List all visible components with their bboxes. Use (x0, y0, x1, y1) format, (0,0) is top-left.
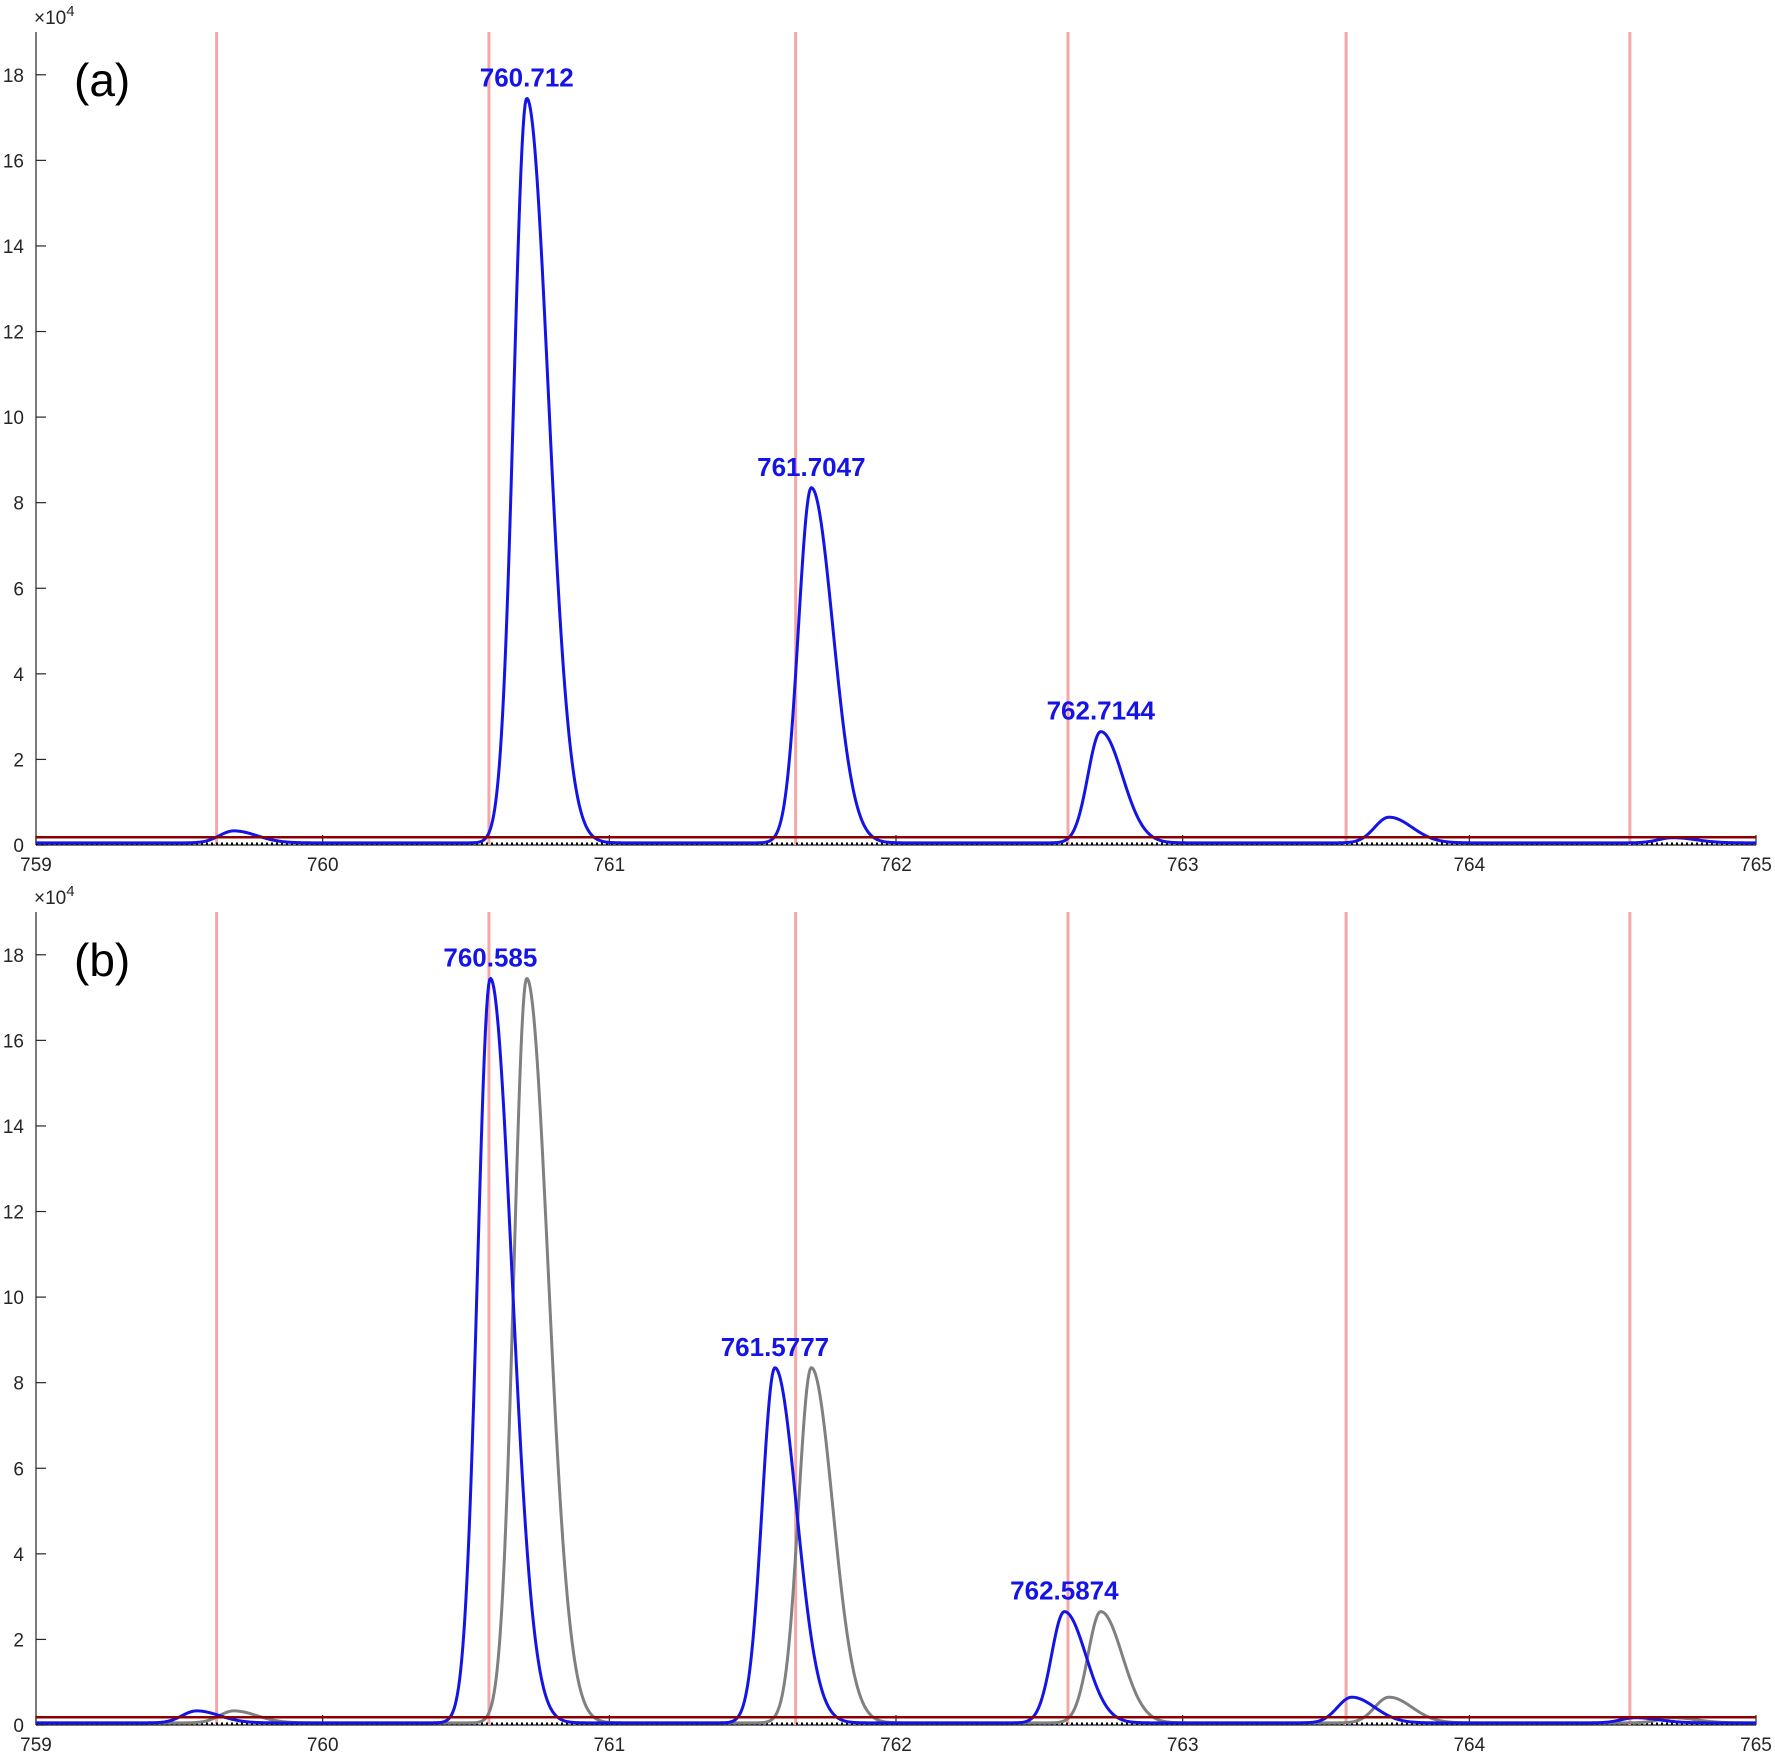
y-exponent-label: ×104 (34, 883, 75, 909)
y-tick-label: 12 (3, 1203, 24, 1224)
x-tick-label: 759 (20, 1735, 52, 1756)
x-tick-label: 765 (1740, 1735, 1772, 1756)
y-tick-label: 18 (3, 946, 24, 967)
y-tick-label: 14 (3, 237, 25, 258)
series-line-0 (36, 97, 1756, 845)
x-tick-label: 761 (593, 1735, 625, 1756)
series-line-1 (36, 976, 1756, 1725)
x-tick-label: 764 (1453, 855, 1485, 876)
y-tick-label: 14 (3, 1117, 25, 1138)
y-tick-label: 8 (13, 1374, 24, 1395)
y-tick-label: 6 (13, 1459, 24, 1480)
chart-panel-b: 759 760 761 762 763 764 765 0 2 4 6 8 10 12 14 16 18 ×104… (3, 883, 1772, 1756)
peak-annotation: 761.5777 (721, 1332, 829, 1362)
plot-area (36, 912, 1756, 1725)
x-tick-label: 762 (880, 1735, 912, 1756)
y-tick-label: 16 (3, 1031, 24, 1052)
panel-label: (b) (74, 934, 130, 986)
x-tick-label: 761 (593, 855, 625, 876)
x-tick-label: 763 (1167, 1735, 1199, 1756)
y-tick-label: 12 (3, 323, 24, 344)
peak-annotation: 762.7144 (1047, 696, 1156, 726)
x-tick-label: 764 (1453, 1735, 1485, 1756)
peak-annotation: 760.712 (480, 62, 574, 92)
y-tick-label: 6 (13, 579, 24, 600)
y-tick-label: 4 (13, 1545, 24, 1566)
plot-area (36, 32, 1756, 845)
x-tick-label: 765 (1740, 855, 1772, 876)
x-tick-label: 760 (307, 1735, 339, 1756)
y-tick-label: 18 (3, 66, 24, 87)
y-tick-label: 16 (3, 151, 24, 172)
x-tick-label: 760 (307, 855, 339, 876)
peak-annotation: 761.7047 (757, 452, 865, 482)
x-tick-label: 759 (20, 855, 52, 876)
y-exponent-label: ×104 (34, 3, 75, 29)
chart-panel-a: 759 760 761 762 763 764 765 0 2 4 6 8 10 12 14 16 18 ×104… (3, 3, 1772, 876)
x-tick-label: 762 (880, 855, 912, 876)
series-line-0 (36, 977, 1756, 1725)
y-tick-label: 4 (13, 665, 24, 686)
y-tick-label: 8 (13, 494, 24, 515)
y-tick-label: 0 (13, 836, 24, 857)
y-tick-label: 2 (13, 1630, 24, 1651)
y-tick-label: 10 (3, 408, 24, 429)
x-tick-label: 763 (1167, 855, 1199, 876)
y-tick-label: 10 (3, 1288, 24, 1309)
peak-annotation: 762.5874 (1010, 1576, 1119, 1606)
peak-annotation: 760.585 (443, 942, 537, 972)
panel-label: (a) (74, 54, 130, 106)
y-tick-label: 0 (13, 1716, 24, 1737)
y-tick-label: 2 (13, 750, 24, 771)
